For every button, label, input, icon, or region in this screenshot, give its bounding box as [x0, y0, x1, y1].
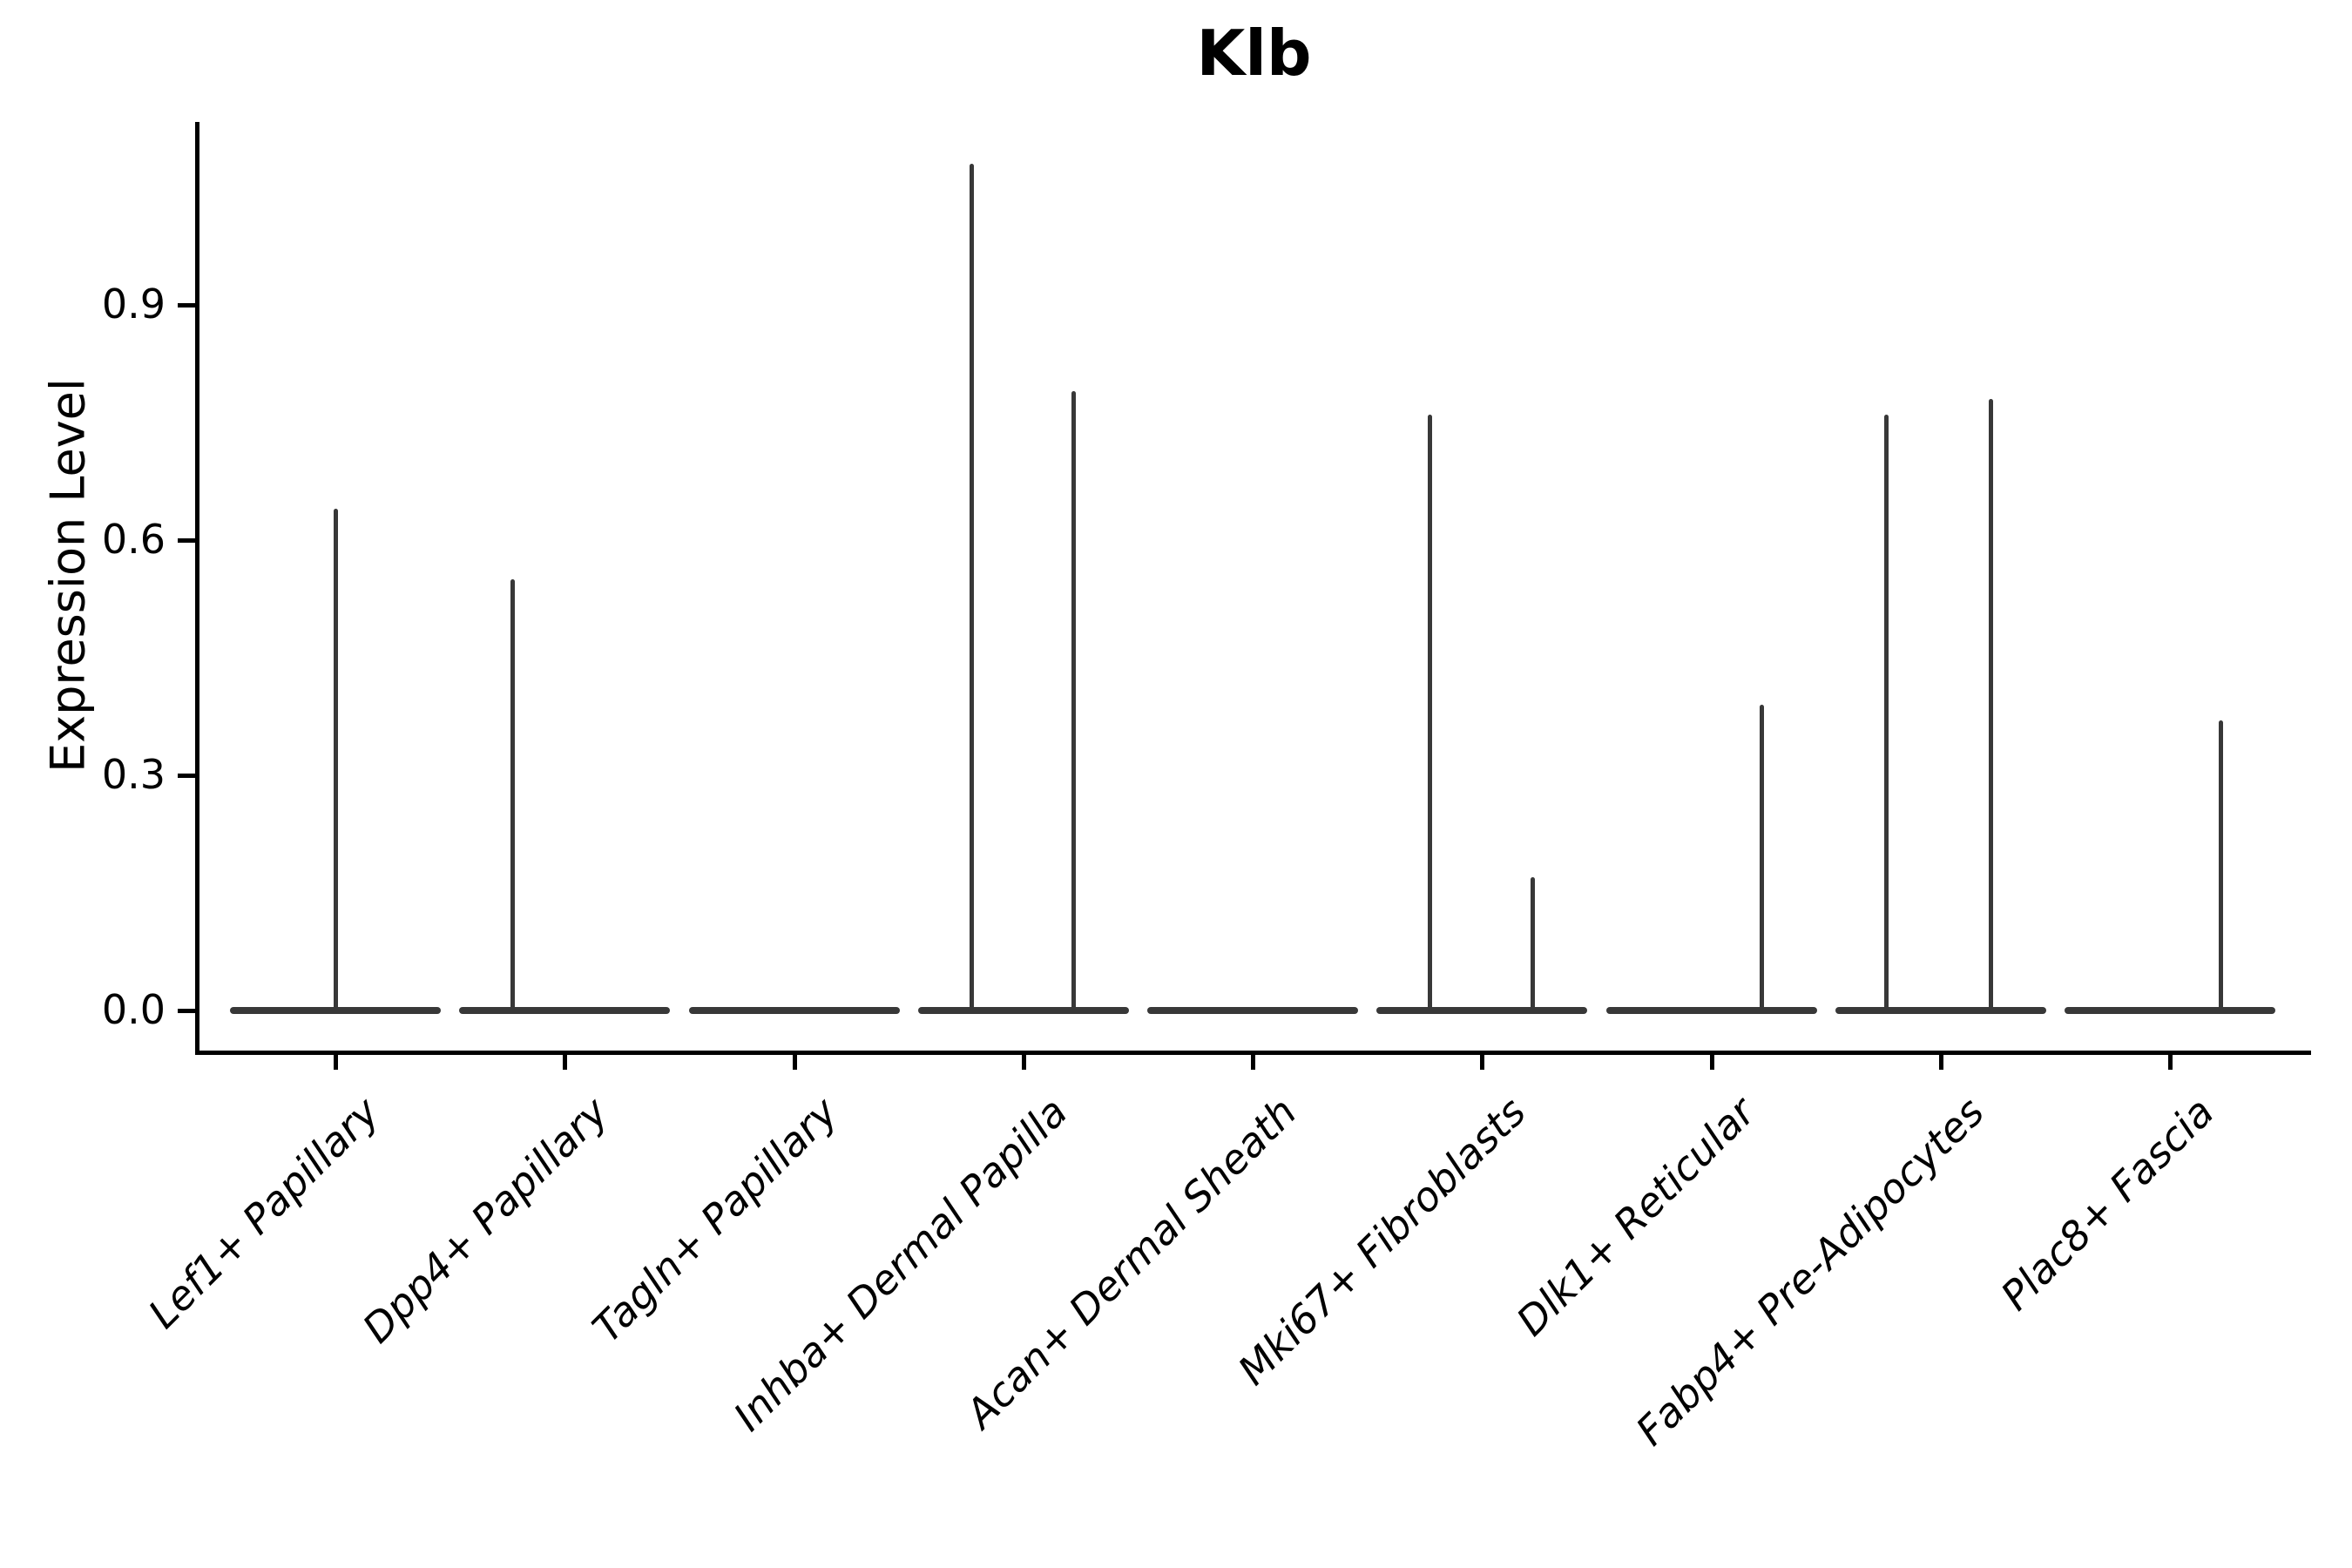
- violin-tail-spike: [333, 509, 338, 1010]
- y-tick-mark: [178, 774, 195, 778]
- x-tick-mark: [1251, 1052, 1255, 1070]
- chart-title: Klb: [1196, 17, 1312, 90]
- x-axis-category-label: Dlk1+ Reticular: [1507, 1088, 1764, 1345]
- violin-baseline: [1376, 1007, 1588, 1014]
- violin-tail-spike: [1760, 705, 1764, 1010]
- violin-tail-spike: [1884, 415, 1889, 1010]
- violin-tail-spike: [1989, 399, 1994, 1010]
- violin-baseline: [917, 1007, 1129, 1014]
- violin-baseline: [1605, 1007, 1817, 1014]
- y-tick-mark: [178, 538, 195, 543]
- violin-tail-spike: [2218, 720, 2223, 1010]
- y-tick-mark: [178, 1009, 195, 1013]
- x-tick-mark: [1021, 1052, 1026, 1070]
- x-axis-category-label: Tagln+ Papillary: [583, 1088, 847, 1352]
- violin-tail-spike: [1071, 391, 1077, 1010]
- violin-tail-spike: [1530, 877, 1535, 1010]
- violin-baseline: [1147, 1007, 1358, 1014]
- x-axis-category-label: Plac8+ Fascia: [1990, 1088, 2223, 1320]
- y-tick-label: 0.9: [101, 280, 166, 328]
- y-tick-label: 0.0: [101, 986, 166, 1033]
- x-tick-mark: [792, 1052, 797, 1070]
- y-axis-line: [195, 122, 199, 1055]
- violin-baseline: [459, 1007, 671, 1014]
- x-tick-mark: [1709, 1052, 1714, 1070]
- y-tick-label: 0.3: [101, 751, 166, 798]
- x-tick-mark: [563, 1052, 568, 1070]
- x-tick-mark: [1938, 1052, 1943, 1070]
- x-axis-category-label: Dpp4+ Papillary: [353, 1088, 618, 1352]
- x-tick-mark: [2168, 1052, 2173, 1070]
- violin-tail-spike: [970, 164, 975, 1010]
- violin-baseline: [2065, 1007, 2275, 1014]
- x-axis-category-label: Lef1+ Papillary: [139, 1088, 389, 1338]
- violin-baseline: [230, 1007, 441, 1014]
- violin-baseline: [688, 1007, 900, 1014]
- violin-tail-spike: [510, 579, 515, 1010]
- y-tick-label: 0.6: [101, 516, 166, 563]
- y-axis-title: Expression Level: [40, 378, 96, 773]
- violin-baseline: [1835, 1007, 2046, 1014]
- x-tick-mark: [334, 1052, 338, 1070]
- violin-tail-spike: [1427, 415, 1432, 1010]
- y-tick-mark: [178, 303, 195, 308]
- x-tick-mark: [1480, 1052, 1485, 1070]
